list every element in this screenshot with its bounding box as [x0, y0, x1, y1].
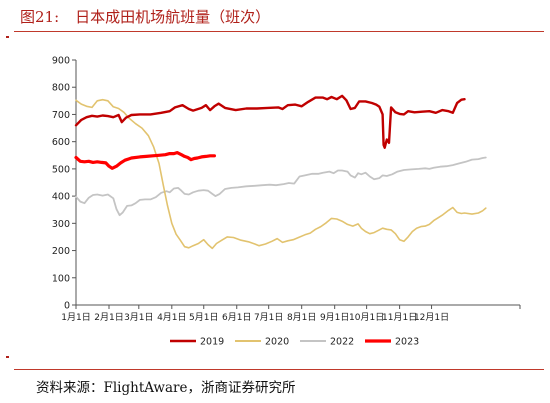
legend-label-2019: 2019: [200, 337, 224, 348]
corner-mark-top: [6, 36, 9, 38]
series-line-2020: [75, 98, 487, 250]
x-tick-label: 10月1日: [349, 312, 384, 323]
x-tick-label: 8月1日: [287, 312, 316, 323]
x-tick-label: 9月1日: [320, 312, 349, 323]
legend-label-2023: 2023: [395, 337, 419, 348]
legend-label-2020: 2020: [265, 337, 289, 348]
series-line-2019: [74, 94, 466, 149]
x-tick-label: 7月1日: [254, 312, 283, 323]
top-rule: [14, 31, 544, 32]
y-tick-label: 200: [52, 246, 70, 257]
x-tick-label: 5月1日: [189, 312, 218, 323]
y-tick-label: 0: [64, 301, 70, 312]
x-tick-label: 4月1日: [157, 312, 186, 323]
x-tick-label: 3月1日: [124, 312, 153, 323]
y-tick-label: 500: [52, 164, 70, 175]
corner-mark-bottom: [6, 356, 9, 358]
series-line-2023: [74, 151, 216, 170]
x-tick-label: 11月1日: [382, 312, 417, 323]
series-lines: [74, 94, 487, 250]
y-tick-label: 400: [52, 192, 70, 203]
figure-title: 图21: 日本成田机场航班量（班次）: [18, 6, 270, 27]
series-line-2022: [75, 156, 487, 217]
legend: 2019 2020 2022 2023: [170, 337, 419, 348]
x-tick-label: 1月1日: [61, 312, 90, 323]
y-tick-label: 800: [52, 83, 70, 94]
y-tick-label: 600: [52, 137, 70, 148]
figure-title-text: 日本成田机场航班量（班次）: [75, 8, 271, 26]
y-tick-label: 300: [52, 219, 70, 230]
figure-number: 图21:: [20, 8, 60, 26]
y-tick-label: 700: [52, 110, 70, 121]
x-tick-label: 12月1日: [414, 312, 449, 323]
axes: 0 100 200 300 400 500 600 700 800 900 1月1日 2月1日 3月1日…: [52, 56, 521, 323]
legend-label-2022: 2022: [330, 337, 354, 348]
bottom-rule: [14, 369, 544, 370]
y-tick-label: 900: [52, 56, 70, 67]
x-tick-label: 2月1日: [94, 312, 123, 323]
source-note: 资料来源：FlightAware，浙商证券研究所: [36, 380, 296, 396]
y-tick-label: 100: [52, 273, 70, 284]
x-tick-label: 6月1日: [222, 312, 251, 323]
